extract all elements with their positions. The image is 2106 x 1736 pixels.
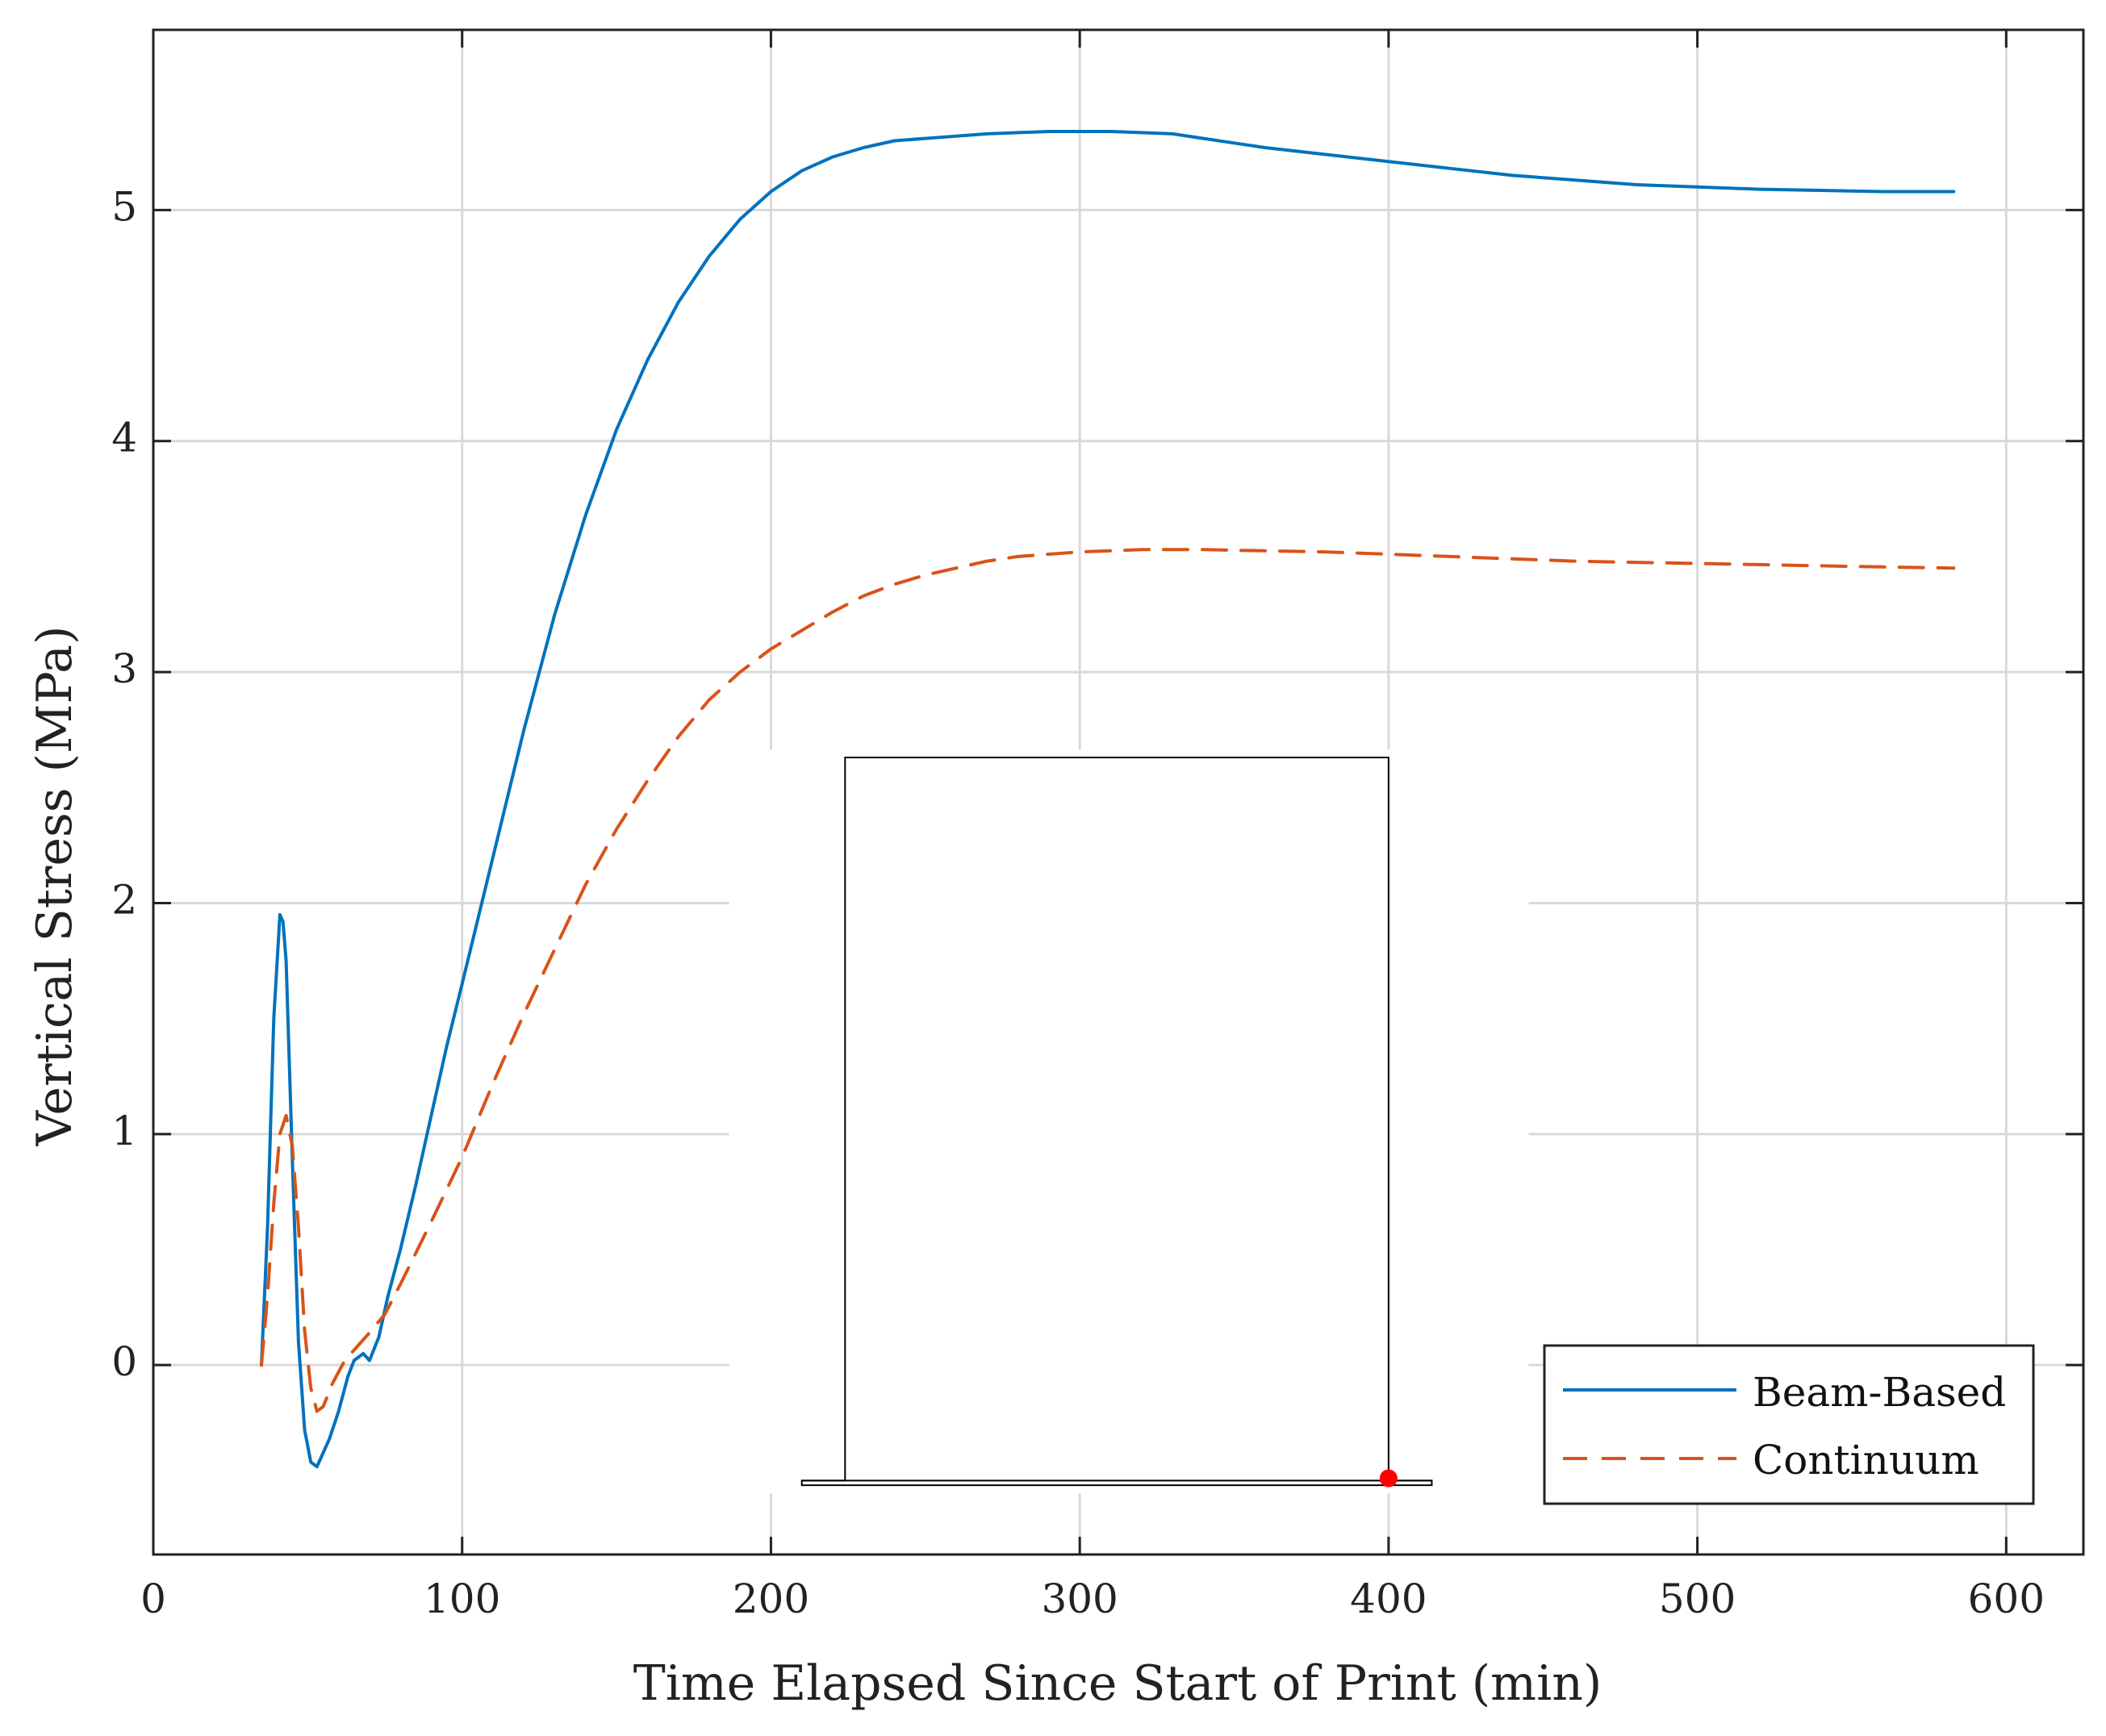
y-tick-label-0: 0: [111, 1338, 137, 1385]
x-tick-label-0: 0: [140, 1575, 166, 1622]
inset-marker: [1379, 1469, 1398, 1488]
x-tick-label-600: 600: [1968, 1575, 2045, 1622]
series-line-beam-based: [260, 130, 1956, 1469]
x-tick-label-300: 300: [1041, 1575, 1118, 1622]
y-tick-label-3: 3: [111, 645, 137, 692]
y-tick-label-1: 1: [111, 1108, 137, 1154]
inset-wall-diagram: [729, 749, 1529, 1494]
x-tick-label-500: 500: [1659, 1575, 1736, 1622]
y-tick-label-2: 2: [111, 876, 137, 923]
x-tick-label-400: 400: [1350, 1575, 1427, 1622]
x-tick-label-100: 100: [424, 1575, 500, 1622]
axes: [152, 28, 2085, 1556]
series-layer: [260, 130, 1956, 1469]
tick-labels: 0 100 200 300 400 500 600 0 1 2 3 4 5: [111, 183, 2045, 1622]
series-line-continuum: [260, 548, 1956, 1413]
y-axis-label: Vertical Stress (MPa): [27, 626, 83, 1147]
x-axis-label: Time Elapsed Since Start of Print (min): [633, 1655, 1602, 1712]
x-tick-label-200: 200: [733, 1575, 809, 1622]
y-tick-label-4: 4: [111, 415, 137, 461]
legend-box: [1543, 1344, 2035, 1505]
legend-label-beam-based: Beam-Based: [1753, 1369, 2006, 1416]
plot-frame: [152, 28, 2085, 1556]
inset-background: [729, 749, 1529, 1494]
legend: Beam-Based Continuum: [1543, 1344, 2035, 1505]
y-tick-label-5: 5: [111, 183, 137, 230]
legend-label-continuum: Continuum: [1753, 1437, 1979, 1484]
